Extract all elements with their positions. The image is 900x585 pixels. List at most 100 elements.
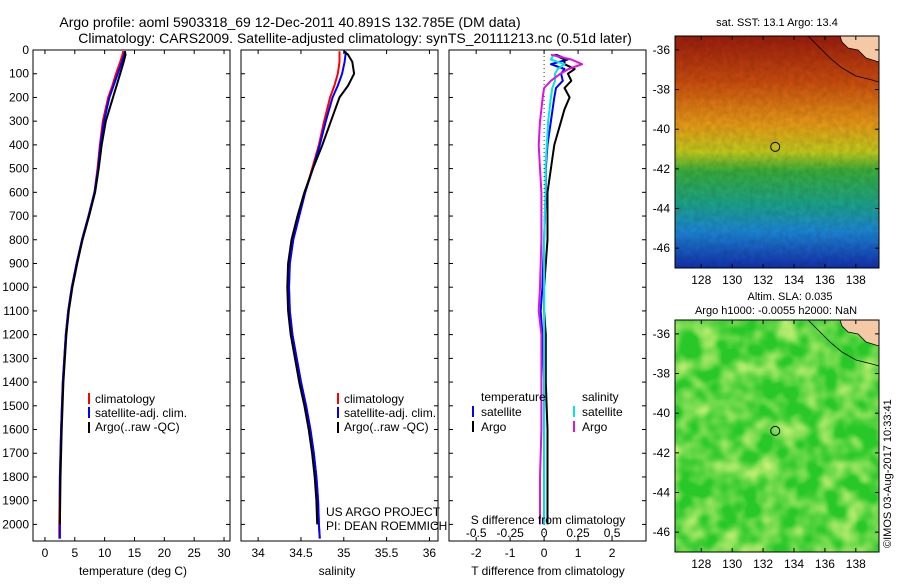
depth-tick-label: 800 <box>9 233 29 247</box>
sla-map-title1: Altim. SLA: 0.035 <box>748 291 833 303</box>
profile-panels: 0 5 10 15 20 25 30 34 34.5 35 35.5 36 -2 -1 0 1 2 -0.5 -0.… <box>42 50 621 560</box>
legend-label-satellite-adj: satellite-adj. clim. <box>95 406 187 420</box>
sla-map-frame <box>674 319 880 553</box>
temperature-series-climatology <box>58 51 125 539</box>
s-diff-tick-label: -0.25 <box>496 526 524 540</box>
temperature-xtick-label: 5 <box>71 546 78 560</box>
sst-map-title: sat. SST: 13.1 Argo: 13.4 <box>716 17 838 29</box>
s-diff-tick-label: 0.5 <box>604 526 621 540</box>
salinity-xtick-label: 34.5 <box>289 546 313 560</box>
argo-float-marker <box>770 141 781 152</box>
depth-tick-label: 100 <box>9 67 29 81</box>
legend-label-argo: Argo(..raw -QC) <box>344 420 429 434</box>
depth-tick-label: 2000 <box>2 517 29 531</box>
salinity-xtick-label: 34 <box>251 546 265 560</box>
salinity-panel: 34 34.5 35 35.5 36 <box>251 50 436 560</box>
s-diff-tick-label: 0.25 <box>566 526 590 540</box>
sla-xtick-label: 134 <box>784 557 804 571</box>
legend-label-s-argo: Argo <box>582 420 608 434</box>
depth-tick-label: 1700 <box>2 446 29 460</box>
salinity-xtick-label: 36 <box>423 546 437 560</box>
difference-series-t-argo <box>543 53 576 525</box>
legend-title-temperature: temperature <box>481 390 546 404</box>
temperature-xtick-label: 10 <box>98 546 112 560</box>
temperature-xlabel: temperature (deg C) <box>79 564 187 578</box>
land-mask <box>839 320 879 347</box>
sst-field-noise <box>675 36 879 268</box>
sst-map-ticks: -36 -38 -40 -42 -44 -46 128 130 132 134 136 138 <box>653 36 879 287</box>
depth-tick-label: 1400 <box>2 375 29 389</box>
sla-map-ticks: -36 -38 -40 -42 -44 -46 128 130 132 134 136 138 <box>653 320 879 571</box>
depth-tick-label: 1900 <box>2 494 29 508</box>
difference-series-s-argo <box>537 53 584 525</box>
footer-stamp: ©IMOS 03-Aug-2017 10:33:41 <box>882 399 894 548</box>
sst-xtick-label: 134 <box>784 273 804 287</box>
annotation-pi: PI: DEAN ROEMMICH <box>326 519 447 533</box>
depth-tick-label: 1200 <box>2 328 29 342</box>
depth-tick-label: 300 <box>9 114 29 128</box>
difference-xtick-label: 1 <box>575 546 582 560</box>
depth-tick-label: 400 <box>9 138 29 152</box>
sla-ytick-label: -36 <box>653 327 671 341</box>
temperature-xtick-label: 0 <box>42 546 49 560</box>
depth-tick-label: 1600 <box>2 423 29 437</box>
difference-xtick-label: -2 <box>471 546 482 560</box>
sst-map <box>675 36 879 268</box>
sla-xtick-label: 136 <box>815 557 835 571</box>
coastline <box>807 36 879 83</box>
difference-legend: temperature salinity satellite Argo sate… <box>472 390 623 434</box>
sst-xtick-label: 130 <box>722 273 742 287</box>
sst-xtick-label: 132 <box>753 273 773 287</box>
difference-panel: -2 -1 0 1 2 -0.5 -0.25 0 0.25 0.5 <box>466 50 621 560</box>
legend-label-t-satellite: satellite <box>481 405 522 419</box>
depth-tick-label: 1100 <box>3 304 29 318</box>
legend-label-s-satellite: satellite <box>582 405 623 419</box>
legend-label-climatology: climatology <box>344 392 404 406</box>
salinity-legend: climatology satellite-adj. clim. Argo(..… <box>337 392 436 434</box>
sla-ytick-label: -40 <box>653 406 671 420</box>
difference-xlabel: T difference from climatology <box>471 564 625 578</box>
depth-tick-label: 0 <box>22 43 29 57</box>
sst-ytick-label: -44 <box>653 202 671 216</box>
salinity-axes <box>240 49 439 542</box>
salinity-series-argo-raw-qc- <box>286 50 356 525</box>
salinity-xtick-label: 35.5 <box>375 546 399 560</box>
legend-label-satellite-adj: satellite-adj. clim. <box>344 406 436 420</box>
figure-title-line1: Argo profile: aoml 5903318_69 12-Dec-201… <box>59 14 520 30</box>
sst-ytick-label: -38 <box>653 83 671 97</box>
sla-ytick-label: -46 <box>653 525 671 539</box>
salinity-xlabel: salinity <box>319 564 356 578</box>
legend-label-argo: Argo(..raw -QC) <box>95 420 180 434</box>
legend-label-t-argo: Argo <box>481 420 507 434</box>
depth-tick-label: 1800 <box>2 470 29 484</box>
salinity-series-satellite-adj-clim- <box>288 51 347 539</box>
temperature-axes <box>32 49 231 542</box>
legend-title-salinity: salinity <box>582 390 619 404</box>
difference-xtick-label: -1 <box>505 546 516 560</box>
sla-ytick-label: -44 <box>653 486 671 500</box>
depth-tick-label: 900 <box>9 256 29 270</box>
argo-float-marker <box>770 425 781 436</box>
depth-tick-label: 600 <box>9 185 29 199</box>
sst-xtick-label: 128 <box>691 273 711 287</box>
coastline <box>807 320 879 367</box>
sla-map-title2: Argo h1000: -0.0055 h2000: NaN <box>695 305 857 317</box>
difference-xtick-label: 0 <box>541 546 548 560</box>
sla-xtick-label: 128 <box>691 557 711 571</box>
sst-xtick-label: 138 <box>846 273 866 287</box>
depth-tick-label: 500 <box>9 162 29 176</box>
sst-xtick-label: 136 <box>815 273 835 287</box>
sst-ytick-label: -42 <box>653 162 671 176</box>
sst-ytick-label: -36 <box>653 43 671 57</box>
temperature-series-argo-raw-qc- <box>58 51 127 525</box>
sst-ytick-label: -40 <box>653 122 671 136</box>
depth-tick-label: 1300 <box>2 351 29 365</box>
depth-tick-label: 700 <box>9 209 29 223</box>
sla-field-noise <box>675 320 879 552</box>
temperature-xtick-label: 30 <box>217 546 231 560</box>
depth-tick-label: 1500 <box>2 399 29 413</box>
salinity-xtick-label: 35 <box>337 546 351 560</box>
legend-label-climatology: climatology <box>95 392 155 406</box>
difference-xlabel-top: S difference from climatology <box>471 513 626 527</box>
